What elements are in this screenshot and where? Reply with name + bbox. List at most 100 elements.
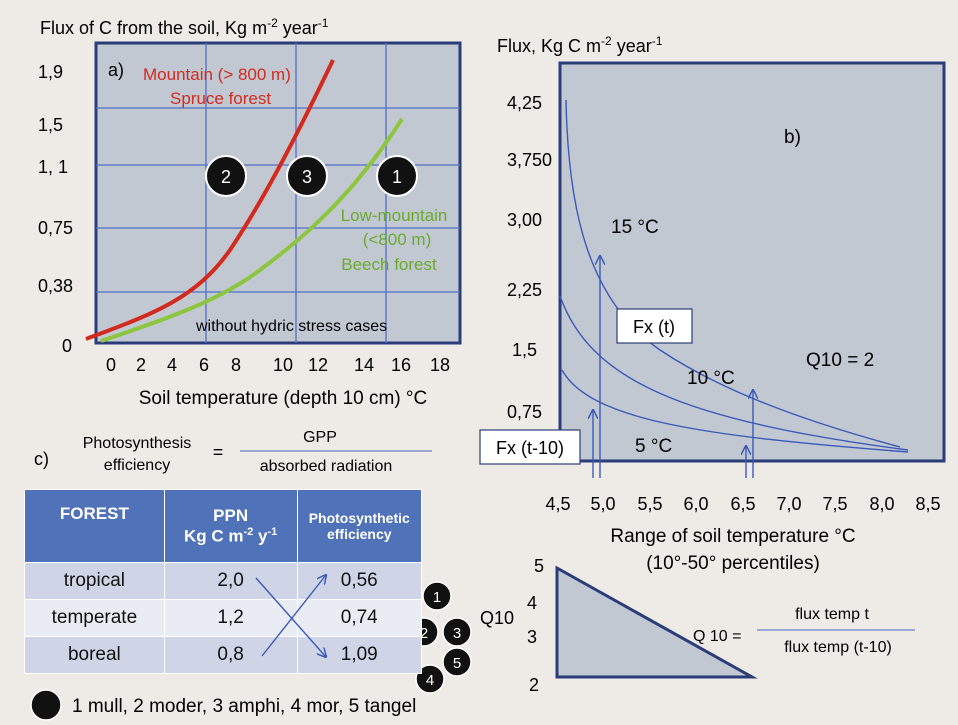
forest-table: FOREST PPN Kg C m-2 y-1 Photosynthetic e… — [24, 489, 422, 674]
svg-text:1: 1 — [433, 589, 441, 606]
panel-b-y-title: Flux, Kg C m-2 year-1 — [497, 34, 663, 56]
panel-b-x-tick: 4,5 — [545, 494, 570, 514]
header-ppn: PPN Kg C m-2 y-1 — [163, 489, 298, 563]
panel-b-arrows — [593, 256, 753, 478]
panel-a-x-ticks: 0 2 4 6 8 10 12 14 16 18 — [106, 355, 450, 375]
panel-a-x-tick: 16 — [391, 355, 411, 375]
panel-c-label: c) — [34, 449, 49, 469]
panel-a-x-label: Soil temperature (depth 10 cm) °C — [139, 388, 428, 409]
panel-a-x-tick: 6 — [199, 355, 209, 375]
svg-text:3: 3 — [302, 167, 312, 187]
svg-text:3: 3 — [453, 625, 461, 642]
efficiency-label: efficiency — [104, 457, 170, 474]
panel-a-y-tick: 0,38 — [38, 276, 73, 296]
q10-equation-left: Q 10 = — [693, 628, 741, 645]
panel-a-y-tick: 1,9 — [38, 62, 63, 82]
humus-circle-1: 1 — [422, 581, 452, 611]
panel-a-label: a) — [108, 60, 124, 80]
panel-b-x-tick: 5,5 — [637, 494, 662, 514]
efficiency-cell: 0,74 — [296, 599, 422, 637]
panel-b-x-ticks: 4,5 5,0 5,5 6,0 6,5 7,0 7,5 8,0 8,5 — [545, 494, 940, 514]
curve-15c-label: 15 °C — [611, 217, 659, 238]
header-forest: FOREST — [24, 489, 165, 563]
panel-a-y-tick: 1, 1 — [38, 157, 68, 177]
soil-circle-3: 3 — [286, 155, 328, 197]
low-mountain-alt-label: (<800 m) — [363, 230, 432, 249]
absorbed-radiation-label: absorbed radiation — [260, 458, 393, 475]
panel-a-y-tick: 0 — [62, 336, 72, 356]
fx-t-label: Fx (t) — [633, 317, 675, 337]
mountain-spruce-curve — [85, 59, 335, 341]
table-row: tropical 2,0 0,56 — [24, 562, 422, 600]
panel-a-x-tick: 0 — [106, 355, 116, 375]
curve-10c-label: 10 °C — [687, 368, 735, 389]
low-mountain-beech-curve — [100, 117, 404, 343]
panel-a-x-tick: 18 — [430, 355, 450, 375]
panel-b-x-tick: 8,5 — [915, 494, 940, 514]
svg-text:1: 1 — [392, 167, 402, 187]
svg-text:4: 4 — [426, 672, 434, 689]
mountain-label: Mountain (> 800 m) — [143, 65, 291, 84]
panel-b-x-tick: 6,0 — [683, 494, 708, 514]
panel-b-plot-area — [558, 61, 946, 463]
panel-b-x-tick: 7,5 — [822, 494, 847, 514]
legend-circle-icon — [30, 689, 62, 721]
ppn-cell: 1,2 — [163, 599, 298, 637]
soil-circle-2: 2 — [205, 155, 247, 197]
panel-b-y-ticks: 4,25 3,750 3,00 2,25 1,5 0,75 — [507, 93, 552, 422]
panel-b-y-tick: 0,75 — [507, 402, 542, 422]
fx-t-box — [616, 308, 693, 344]
panel-b-x-label: Range of soil temperature °C — [610, 526, 855, 547]
beech-label: Beech forest — [341, 255, 437, 274]
panel-b-y-tick: 3,00 — [507, 210, 542, 230]
panel-b-x-sublabel: (10°-50° percentiles) — [646, 553, 820, 574]
panel-a-x-tick: 4 — [167, 355, 177, 375]
legend-text: 1 mull, 2 moder, 3 amphi, 4 mor, 5 tange… — [72, 696, 416, 717]
panel-a-x-tick: 12 — [308, 355, 328, 375]
q10-tick: 3 — [527, 627, 537, 647]
q10-axis-label: Q10 — [480, 608, 514, 628]
curve-5c-label: 5 °C — [635, 436, 672, 457]
curve-5c — [561, 369, 909, 453]
soil-circle-1: 1 — [376, 155, 418, 197]
q10-tick: 2 — [529, 675, 539, 695]
q10-tick: 5 — [534, 556, 544, 576]
humus-circle-5: 5 — [442, 647, 472, 677]
panel-a-x-tick: 2 — [136, 355, 146, 375]
panel-a-y-tick: 1,5 — [38, 115, 63, 135]
spruce-label: Spruce forest — [170, 89, 271, 108]
panel-b-x-tick: 7,0 — [776, 494, 801, 514]
panel-b-x-tick: 6,5 — [730, 494, 755, 514]
q10-triangle — [555, 565, 758, 679]
panel-b: Flux, Kg C m-2 year-1 b) 15 °C 10 °C 5 °… — [479, 34, 946, 574]
panel-b-x-tick: 5,0 — [590, 494, 615, 514]
table-row: boreal 0,8 1,09 — [24, 636, 422, 674]
svg-text:2: 2 — [221, 167, 231, 187]
curve-15c — [565, 99, 901, 448]
efficiency-cell: 1,09 — [296, 636, 422, 674]
photosynthesis-label: Photosynthesis — [83, 435, 192, 452]
humus-circle-3: 3 — [442, 617, 472, 647]
panel-a-x-tick: 14 — [354, 355, 374, 375]
efficiency-cell: 0,56 — [296, 562, 422, 600]
ppn-cell: 0,8 — [163, 636, 298, 674]
fx-t10-box — [479, 429, 581, 465]
curve-10c — [559, 295, 909, 451]
svg-text:2: 2 — [420, 625, 428, 642]
forest-cell: tropical — [24, 562, 165, 600]
panel-b-y-tick: 2,25 — [507, 280, 542, 300]
panel-a-y-ticks: 1,9 1,5 1, 1 0,75 0,38 0 — [38, 62, 73, 356]
humus-circle-4: 4 — [415, 664, 445, 694]
panel-b-y-tick: 4,25 — [507, 93, 542, 113]
equals-sign: = — [213, 442, 224, 462]
fx-t10-label: Fx (t-10) — [496, 438, 564, 458]
panel-b-label: b) — [784, 127, 801, 148]
panel-a-x-tick: 10 — [273, 355, 293, 375]
ppn-cell: 2,0 — [163, 562, 298, 600]
panel-c: c) Photosynthesis efficiency = GPP absor… — [34, 429, 432, 475]
panel-b-y-tick: 3,750 — [507, 150, 552, 170]
table-row: temperate 1,2 0,74 — [24, 599, 422, 637]
q10-equation-numerator: flux temp t — [795, 606, 869, 623]
panel-a: Flux of C from the soil, Kg m-2 year-1 a… — [38, 16, 462, 409]
forest-cell: temperate — [24, 599, 165, 637]
